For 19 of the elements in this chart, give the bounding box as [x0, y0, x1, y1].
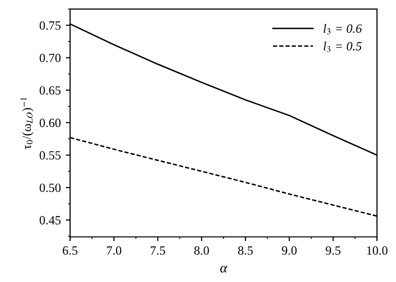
x-tick-label: 6.5: [62, 246, 78, 255]
x-tick-label: 7.0: [106, 246, 122, 255]
x-axis-title: α: [220, 266, 228, 273]
x-tick-label: 8.0: [194, 246, 209, 255]
x-tick-label: 9.5: [326, 246, 340, 255]
x-tick-label: 10.0: [367, 246, 388, 255]
y-tick-label: 0.45: [40, 216, 61, 225]
y-axis-title: τ$_{0}$/(ω$_{LO}$)$^{−1}$: [20, 98, 34, 150]
legend-label: l$_{3}$ = 0.6: [324, 24, 362, 34]
y-tick-label: 0.55: [40, 151, 61, 160]
x-tick-label: 9.0: [282, 246, 297, 255]
legend-label: l$_{3}$ = 0.5: [324, 42, 362, 52]
x-tick-label: 8.5: [238, 246, 253, 255]
y-tick-label: 0.60: [40, 118, 61, 128]
x-tick-label: 7.5: [150, 246, 166, 255]
y-tick-label: 0.75: [40, 21, 61, 30]
y-tick-label: 0.65: [40, 86, 61, 95]
y-tick-label: 0.50: [40, 184, 61, 192]
y-tick-label: 0.70: [40, 54, 61, 62]
